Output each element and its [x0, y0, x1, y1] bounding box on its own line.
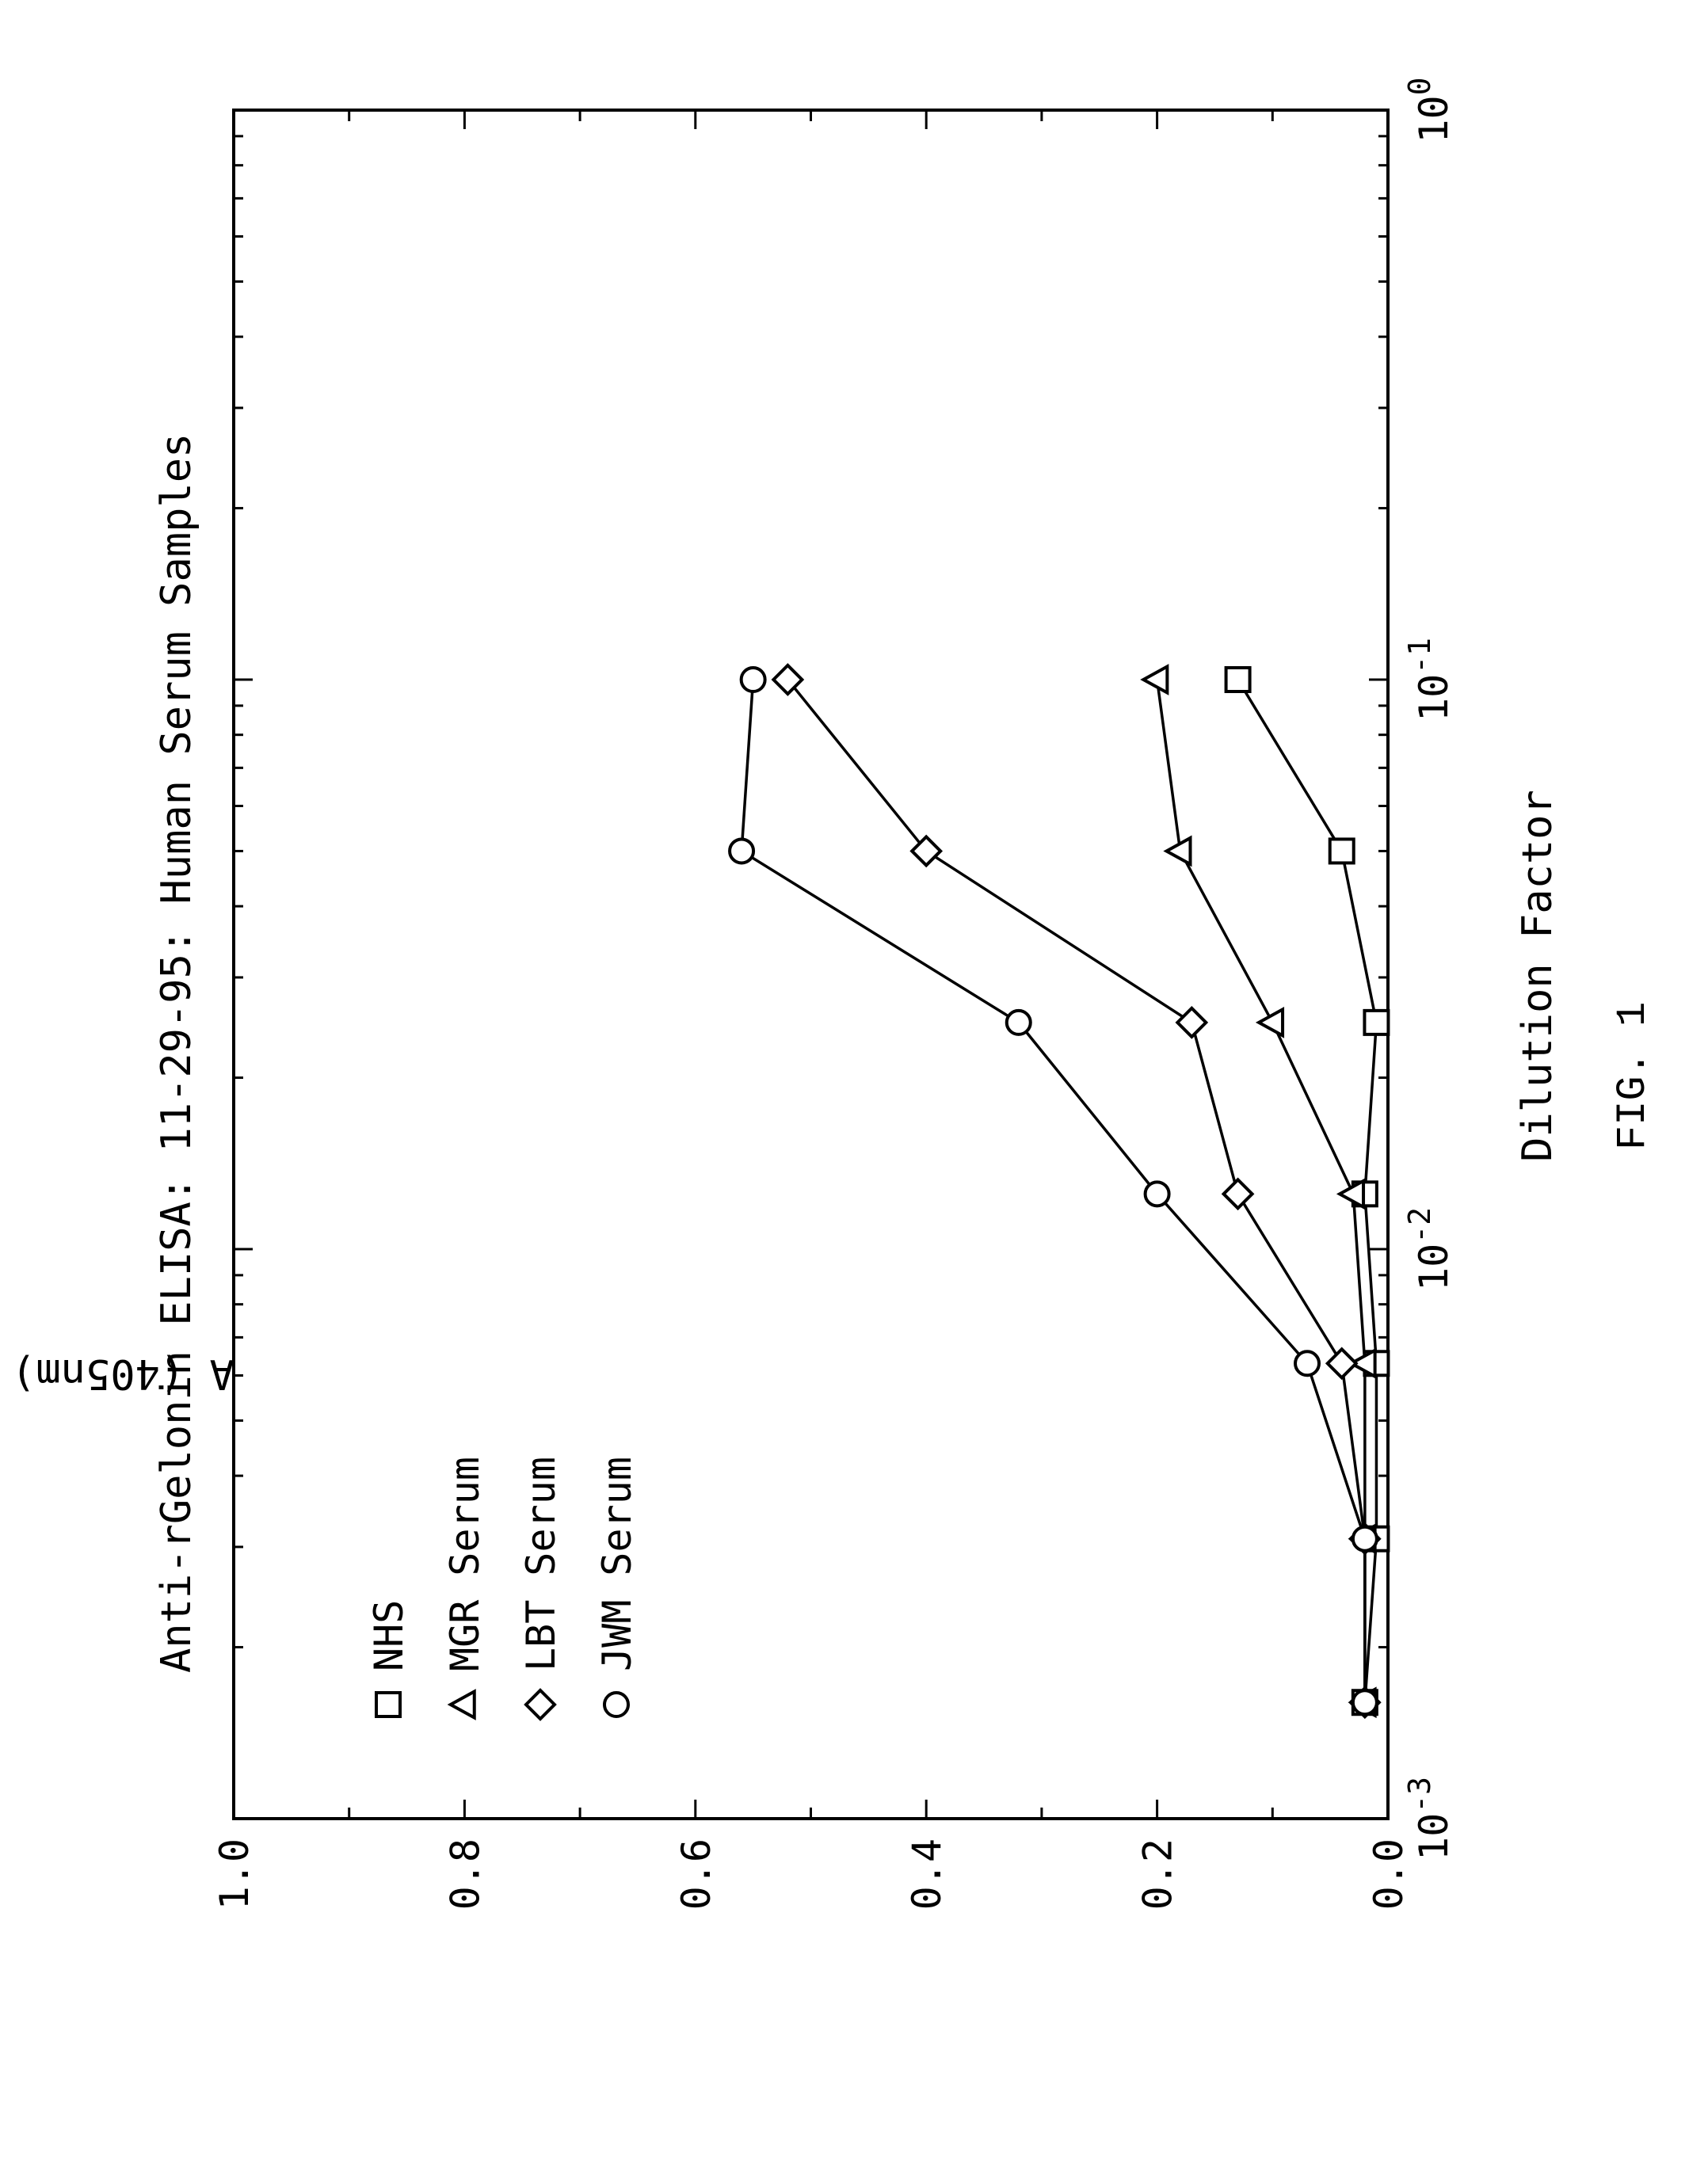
circle-marker	[604, 1693, 628, 1716]
plot-frame	[234, 110, 1388, 1819]
series-triangle	[1143, 667, 1374, 1716]
circle-marker	[742, 668, 765, 691]
legend-label: MGR Serum	[442, 1457, 488, 1671]
diamond-marker	[1224, 1179, 1252, 1208]
diamond-marker	[912, 836, 940, 865]
diamond-marker	[526, 1690, 555, 1719]
y-tick-label: 0.8	[442, 1838, 488, 1910]
series-diamond	[773, 665, 1379, 1716]
circle-marker	[1353, 1527, 1377, 1551]
circle-marker	[1353, 1690, 1377, 1714]
triangle-marker	[1259, 1009, 1283, 1035]
legend: NHS MGR Serum LBT Serum JWM Serum	[366, 1457, 640, 1719]
figure-caption: FIG. 1	[1610, 1002, 1657, 1150]
diamond-marker	[1328, 1349, 1356, 1377]
diamond-marker	[773, 665, 802, 694]
x-tick-label: 100	[1402, 77, 1457, 143]
x-axis-label: Dilution Factor	[1514, 790, 1561, 1162]
square-marker	[1330, 839, 1354, 863]
diamond-marker	[1177, 1008, 1206, 1037]
y-tick-label: 0.4	[904, 1838, 950, 1910]
circle-marker	[1146, 1182, 1169, 1206]
circle-marker	[730, 839, 753, 863]
series-layer	[730, 665, 1388, 1716]
square-marker	[1364, 1011, 1388, 1034]
x-axis-tick-labels: 10-310-210-1100	[1402, 77, 1457, 1861]
series-line	[1157, 680, 1365, 1702]
circle-marker	[1295, 1351, 1319, 1375]
square-marker	[376, 1693, 400, 1716]
legend-label: LBT Serum	[518, 1457, 564, 1671]
y-tick-label: 0.6	[673, 1838, 719, 1910]
y-axis-ticks	[234, 110, 1388, 1819]
y-axis-tick-labels: 0.0 0.2 0.4 0.6 0.8 1.0	[212, 1838, 1412, 1910]
y-tick-label: 1.0	[212, 1838, 257, 1910]
x-tick-label: 10-2	[1402, 1207, 1457, 1291]
y-axis-label: A (405nm)	[11, 1350, 234, 1397]
x-axis-ticks	[234, 110, 1388, 1819]
chart-title: Anti-rGelonin ELISA: 11-29-95: Human Ser…	[153, 433, 200, 1673]
legend-label: JWM Serum	[594, 1457, 640, 1671]
square-marker	[1226, 668, 1250, 691]
series-line	[787, 680, 1365, 1702]
circle-marker	[1007, 1011, 1031, 1034]
x-tick-label: 10-1	[1402, 638, 1457, 722]
triangle-marker	[1143, 667, 1167, 693]
legend-label: NHS	[366, 1600, 412, 1671]
triangle-marker	[451, 1692, 475, 1718]
y-tick-label: 0.0	[1366, 1838, 1412, 1910]
series-line	[742, 680, 1365, 1702]
series-circle	[730, 668, 1377, 1714]
y-tick-label: 0.2	[1135, 1838, 1181, 1910]
